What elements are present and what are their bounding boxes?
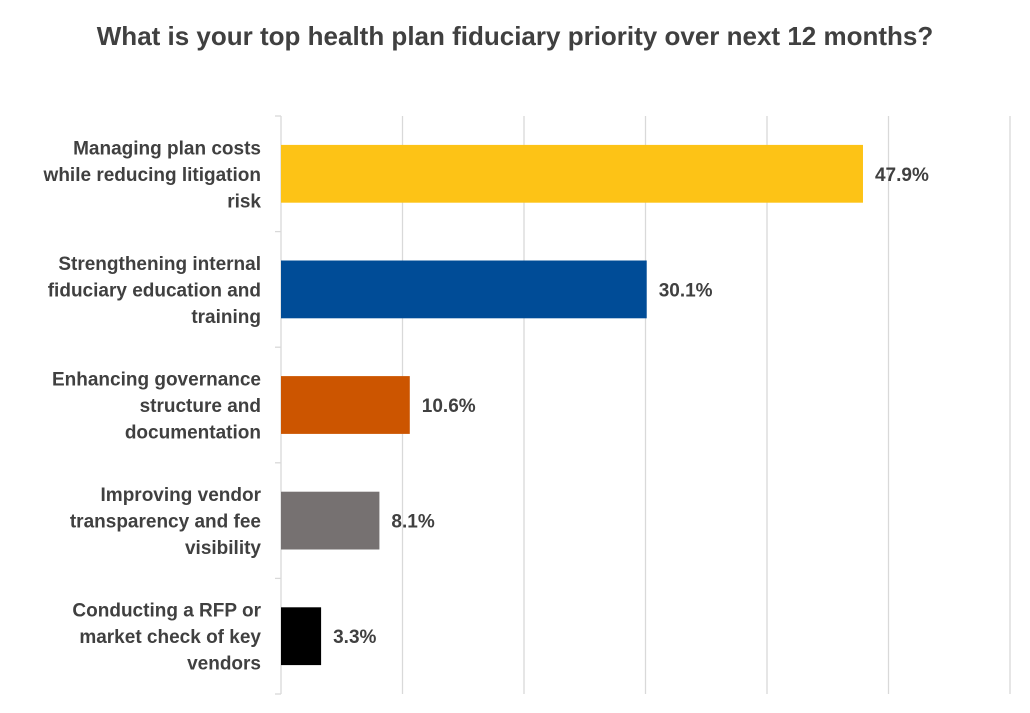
category-label-line: Conducting a RFP or [72,601,261,622]
bars [281,144,863,666]
category-label: Improving vendor transparency and fee visi… [70,485,262,559]
category-label-line: risk [227,191,261,212]
data-label: 47.9% [875,165,929,186]
gridlines [401,116,1011,694]
category-label-line: Managing plan costs [73,138,261,159]
bar [281,144,863,203]
category-labels: Managing plan costs while reducing litiga… [43,138,262,674]
category-axis [275,115,282,695]
category-label-line: Enhancing governance [52,370,261,391]
chart-title: What is your top health plan fiduciary p… [96,21,934,51]
category-label-line: training [191,307,261,328]
category-label: Conducting a RFP or market check of key ve… [72,601,261,675]
category-label-line: structure and [140,396,261,417]
bar [281,491,380,550]
category-label-line: visibility [185,538,261,559]
category-label-line: Improving vendor [101,485,262,506]
bar [281,260,647,319]
data-label: 10.6% [422,396,476,417]
data-label: 8.1% [391,512,434,533]
data-labels: 47.9% 30.1% 10.6% 8.1% 3.3% [333,165,929,648]
category-label-line: while reducing litigation [43,165,261,186]
bar [281,607,322,666]
category-label-line: fiduciary education and [48,280,261,301]
category-label-line: transparency and fee [70,512,261,533]
category-label-line: vendors [187,654,261,675]
data-label: 30.1% [659,280,713,301]
category-label: Strengthening internal fiduciary educatio… [48,254,261,328]
category-label: Managing plan costs while reducing litiga… [43,138,262,212]
category-label: Enhancing governance structure and documen… [52,370,261,444]
category-label-line: Strengthening internal [58,254,261,275]
category-label-line: market check of key [79,627,261,648]
data-label: 3.3% [333,627,376,648]
bar [281,376,410,434]
category-label-line: documentation [125,423,261,444]
